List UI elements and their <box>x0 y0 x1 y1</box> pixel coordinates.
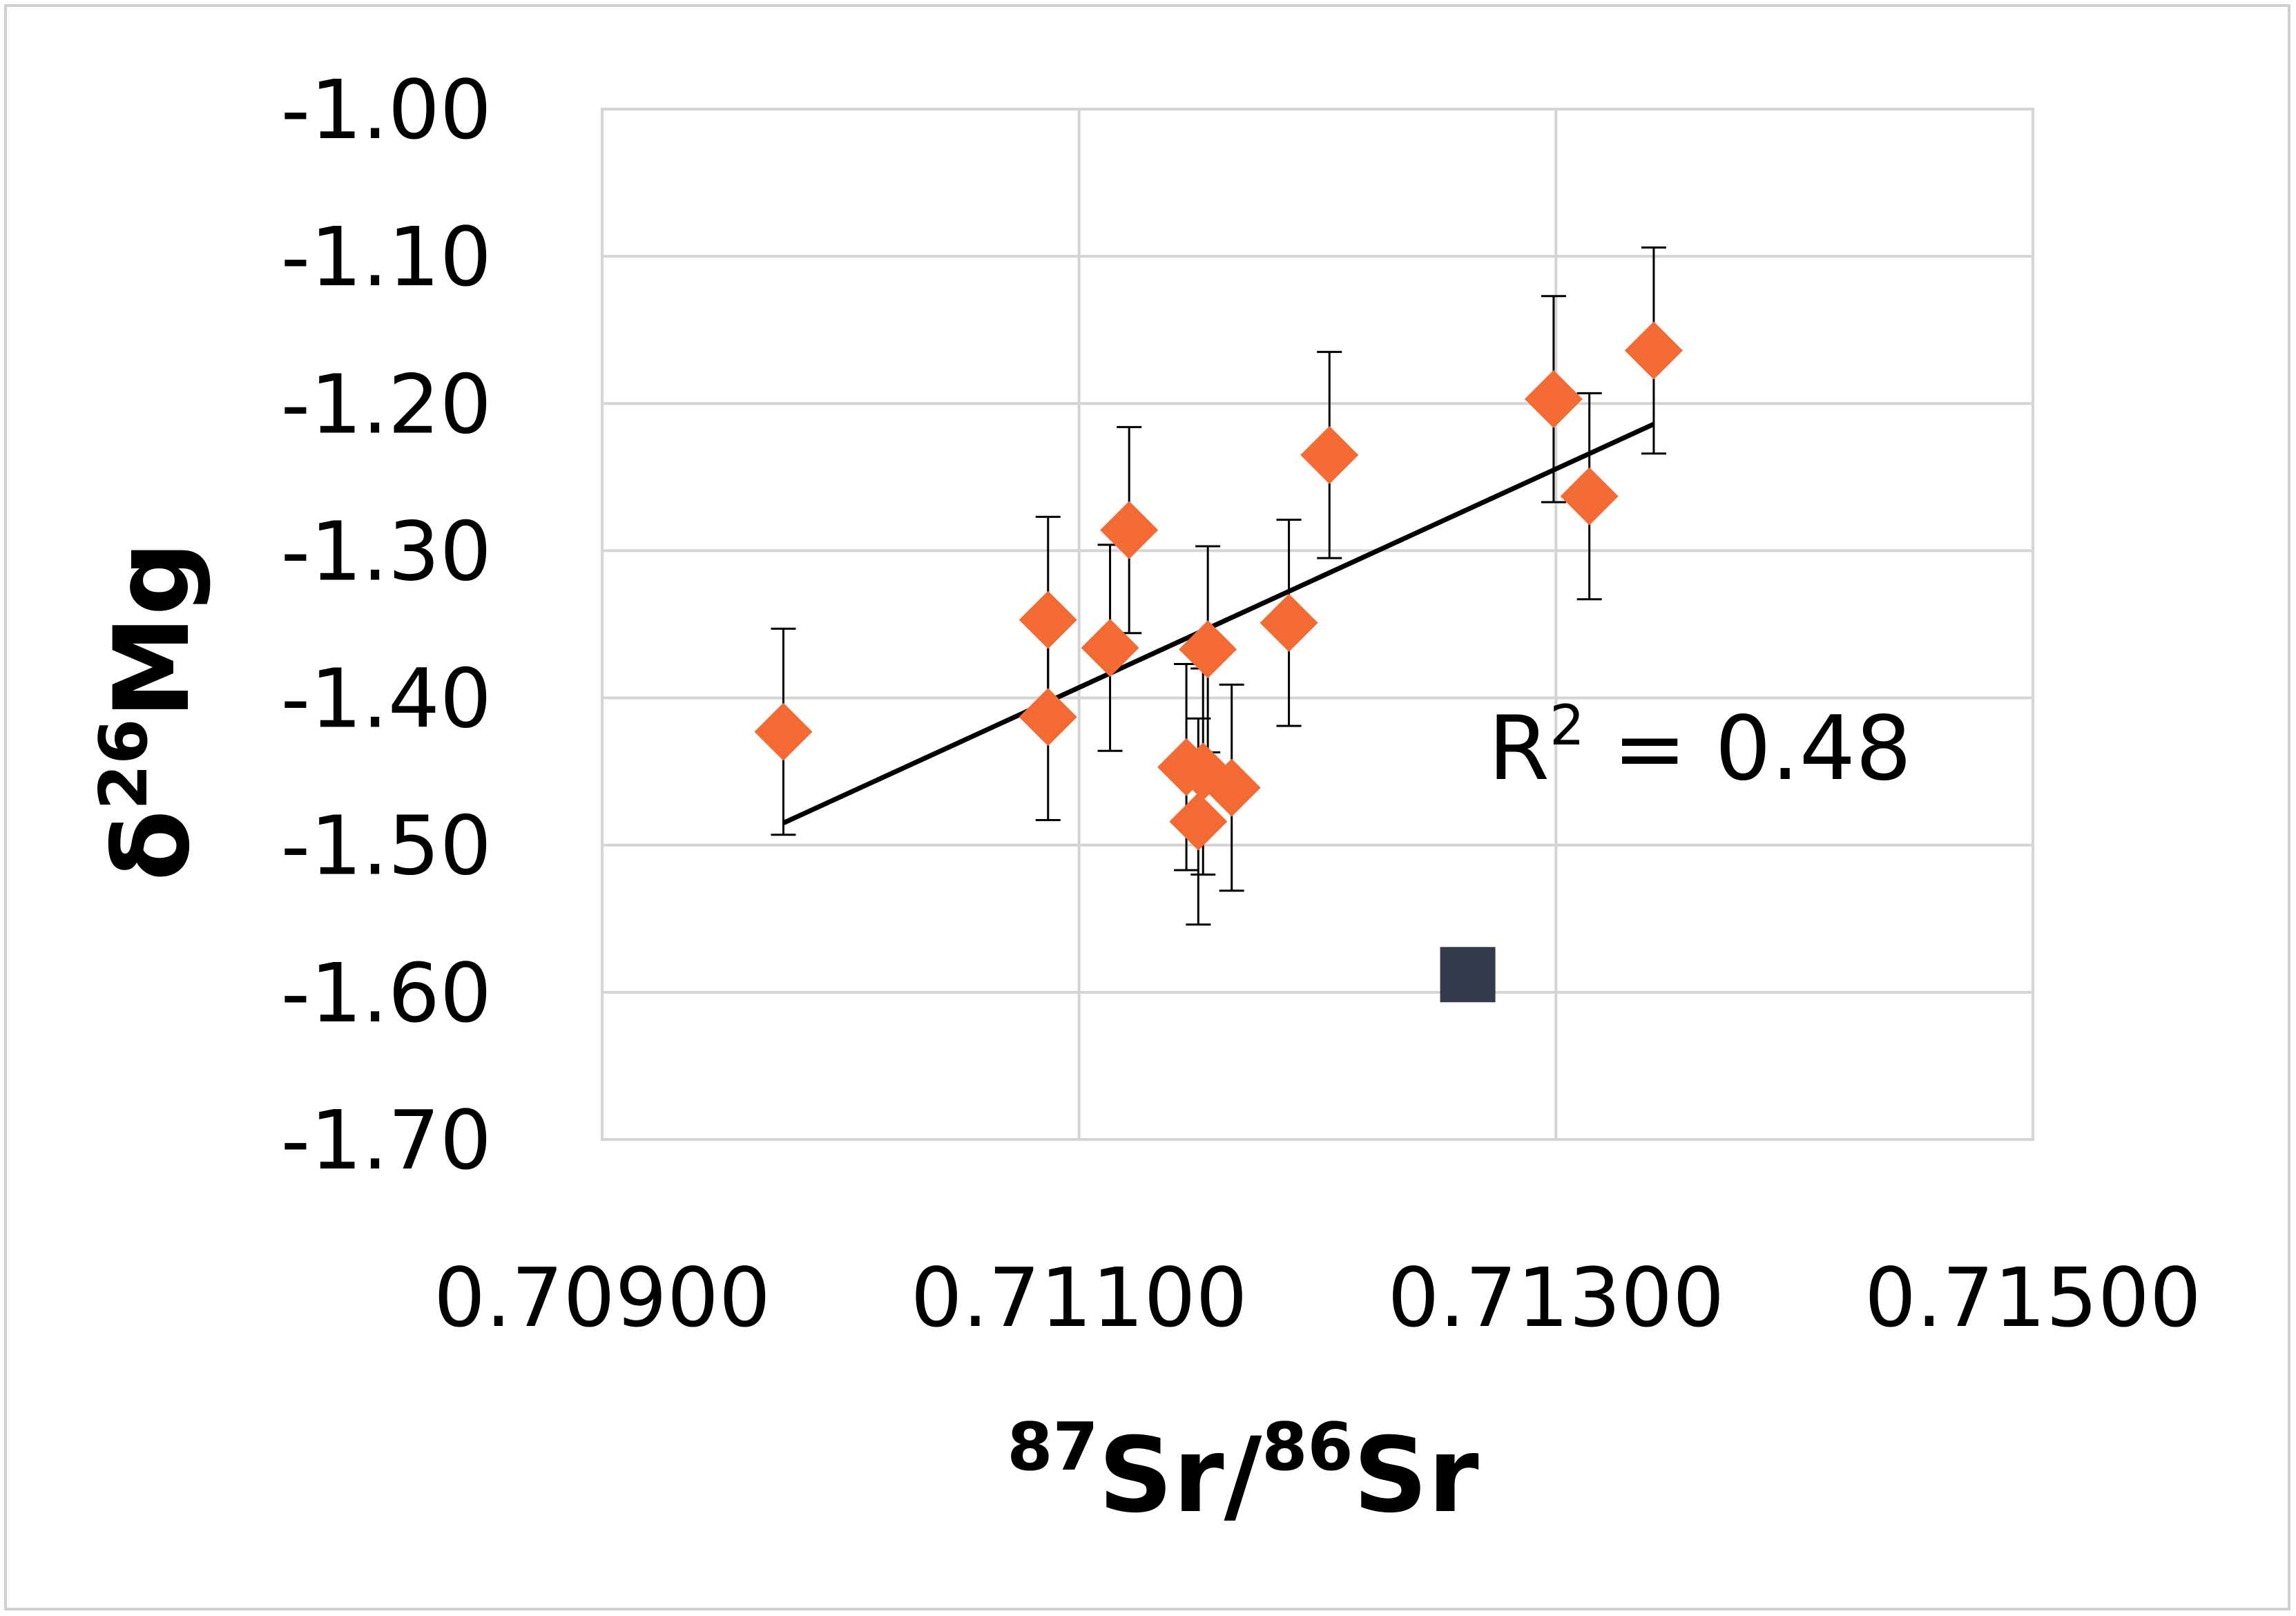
diamond-marker-12 <box>1524 369 1583 428</box>
y-axis-tick-labels: -1.00 -1.10 -1.20 -1.30 -1.40 -1.50 -1.60 -1.70 <box>281 62 492 1188</box>
x-title-sup1: 87 <box>1007 1410 1098 1485</box>
trendline <box>782 421 1655 825</box>
x-title-base2: Sr <box>1353 1416 1479 1536</box>
y-tick-label-6: -1.60 <box>281 945 492 1041</box>
data-markers <box>754 321 1683 1003</box>
diamond-marker-2 <box>1019 688 1077 747</box>
r-squared-sup: 2 <box>1550 693 1585 758</box>
y-tick-label-1: -1.10 <box>281 209 492 305</box>
y-title-sup: 26 <box>86 719 162 810</box>
diamond-marker-3 <box>1081 619 1139 677</box>
y-axis-title: δ26Mg <box>86 541 213 881</box>
diamond-marker-4 <box>1100 501 1159 559</box>
plot-area <box>601 108 2034 1141</box>
y-tick-label-3: -1.30 <box>281 503 492 599</box>
x-tick-label-3: 0.71500 <box>1864 1250 2201 1345</box>
y-tick-label-2: -1.20 <box>281 356 492 452</box>
x-title-base1: Sr/ <box>1099 1416 1262 1536</box>
square-marker-0 <box>1440 947 1496 1003</box>
y-tick-label-7: -1.70 <box>281 1093 492 1188</box>
diamond-marker-6 <box>1169 792 1228 851</box>
y-tick-label-5: -1.50 <box>281 798 492 894</box>
chart-frame <box>4 4 2290 1610</box>
trendline-group <box>782 421 1655 825</box>
y-tick-label-4: -1.40 <box>281 651 492 747</box>
r-squared-base: R <box>1488 698 1550 800</box>
r-squared-value: = 0.48 <box>1585 698 1912 800</box>
x-tick-label-2: 0.71300 <box>1387 1250 1724 1345</box>
x-tick-label-0: 0.70900 <box>434 1250 771 1345</box>
y-tick-label-0: -1.00 <box>281 62 492 157</box>
r-squared-annotation: R2 = 0.48 <box>1488 693 1911 800</box>
diamond-marker-10 <box>1260 593 1318 652</box>
diamond-marker-8 <box>1179 620 1237 679</box>
diamond-marker-9 <box>1202 758 1261 817</box>
diamond-marker-11 <box>1300 425 1359 484</box>
diamond-marker-13 <box>1560 467 1619 526</box>
gridlines <box>601 108 2034 1141</box>
diamond-marker-0 <box>754 702 813 761</box>
y-title-base2: Mg <box>93 541 213 719</box>
y-title-base1: δ <box>93 810 213 881</box>
x-axis-title: 87Sr/86Sr <box>1007 1410 1478 1536</box>
diamond-marker-14 <box>1624 321 1683 380</box>
x-tick-label-1: 0.71100 <box>911 1250 1248 1345</box>
x-axis-tick-labels: 0.70900 0.71100 0.71300 0.71500 <box>434 1250 2201 1345</box>
x-title-sup2: 86 <box>1262 1410 1353 1485</box>
diamond-marker-1 <box>1019 590 1077 649</box>
